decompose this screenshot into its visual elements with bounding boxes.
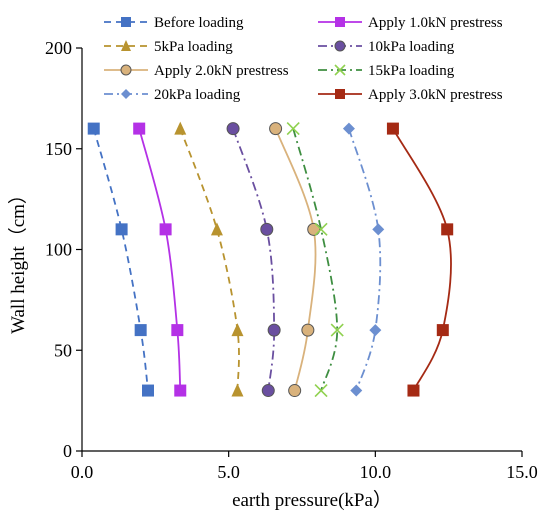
- data-point: [330, 323, 344, 337]
- x-axis-title: earth pressure(kPa）: [232, 489, 392, 511]
- legend-item: Apply 1.0kN prestress: [318, 15, 503, 31]
- legend-marker: [121, 40, 131, 51]
- series-line: [179, 128, 240, 391]
- series-2: [174, 121, 244, 397]
- data-point: [261, 384, 275, 398]
- data-point: [386, 122, 399, 135]
- legend-label: Apply 3.0kN prestress: [368, 87, 503, 103]
- series-line: [348, 128, 382, 391]
- legend-marker: [334, 64, 346, 76]
- data-point: [269, 122, 283, 136]
- series-line: [138, 128, 182, 391]
- data-point: [226, 122, 240, 136]
- data-point: [267, 323, 281, 337]
- data-point: [115, 223, 128, 236]
- data-point: [288, 384, 302, 398]
- data-point: [174, 384, 187, 397]
- legend-item: 20kPa loading: [104, 87, 241, 103]
- series-7: [386, 122, 454, 397]
- y-axis-title: Wall height（cm）: [7, 185, 29, 334]
- series-line: [92, 128, 149, 391]
- series-line: [292, 128, 339, 391]
- data-point: [436, 324, 449, 337]
- data-point: [407, 384, 420, 397]
- x-tick-label: 15.0: [506, 462, 538, 482]
- data-point: [159, 223, 172, 236]
- legend-item: Apply 3.0kN prestress: [318, 87, 503, 103]
- legend-marker: [120, 64, 132, 76]
- data-point: [171, 324, 184, 337]
- x-marker-stroke: [334, 64, 346, 76]
- data-point: [307, 222, 321, 236]
- series-layer: [87, 121, 454, 398]
- legend-item: Before loading: [104, 15, 244, 31]
- series-5: [286, 122, 344, 398]
- legend-marker: [121, 89, 131, 99]
- data-point: [133, 122, 146, 135]
- x-marker-stroke: [314, 222, 328, 236]
- series-3: [226, 122, 281, 398]
- series-1: [133, 122, 187, 397]
- x-tick-label: 10.0: [360, 462, 392, 482]
- series-0: [87, 122, 154, 397]
- legend-marker: [121, 17, 131, 27]
- data-point: [342, 122, 355, 135]
- legend-label: 15kPa loading: [368, 63, 455, 79]
- x-marker-stroke: [330, 323, 344, 337]
- data-point: [369, 324, 382, 337]
- data-point: [142, 384, 154, 397]
- legend-label: Apply 2.0kN prestress: [154, 63, 289, 79]
- data-point: [314, 222, 328, 236]
- series-6: [342, 122, 385, 397]
- series-line: [392, 128, 452, 391]
- x-marker-stroke: [286, 122, 300, 136]
- data-point: [286, 122, 300, 136]
- data-point: [231, 323, 244, 337]
- x-marker-stroke: [314, 383, 328, 398]
- legend-item: 5kPa loading: [104, 39, 233, 55]
- legend-item: 15kPa loading: [318, 63, 455, 79]
- y-tick-label: 100: [45, 240, 72, 260]
- x-tick-label: 5.0: [217, 462, 240, 482]
- series-line: [232, 128, 276, 391]
- legend: Before loading Apply 1.0kN prestress 5kPa …: [104, 15, 503, 103]
- data-point: [372, 223, 385, 236]
- legend-marker: [335, 89, 345, 99]
- data-point: [87, 122, 100, 135]
- legend-label: Apply 1.0kN prestress: [368, 15, 503, 31]
- legend-label: 5kPa loading: [154, 39, 233, 55]
- y-tick-label: 0: [63, 441, 72, 461]
- x-tick-label: 0.0: [71, 462, 94, 482]
- data-point: [134, 324, 147, 337]
- data-point: [301, 323, 315, 337]
- axes: 0.0 5.0 10.0 15.0 0 50 100 150 200: [45, 38, 538, 482]
- data-point: [174, 121, 187, 135]
- data-point: [260, 222, 274, 236]
- legend-marker: [335, 17, 345, 27]
- data-point: [314, 383, 328, 398]
- legend-label: Before loading: [154, 15, 244, 31]
- data-point: [231, 383, 244, 397]
- data-point: [210, 222, 223, 236]
- y-tick-label: 200: [45, 38, 72, 58]
- legend-label: 10kPa loading: [368, 39, 455, 55]
- legend-marker: [334, 40, 346, 52]
- data-point: [441, 223, 454, 236]
- data-point: [350, 384, 363, 397]
- legend-item: 10kPa loading: [318, 39, 455, 55]
- y-tick-label: 150: [45, 139, 72, 159]
- series-line: [274, 128, 317, 391]
- y-tick-label: 50: [54, 340, 72, 360]
- legend-item: Apply 2.0kN prestress: [104, 63, 289, 79]
- legend-label: 20kPa loading: [154, 87, 241, 103]
- series-4: [269, 122, 321, 398]
